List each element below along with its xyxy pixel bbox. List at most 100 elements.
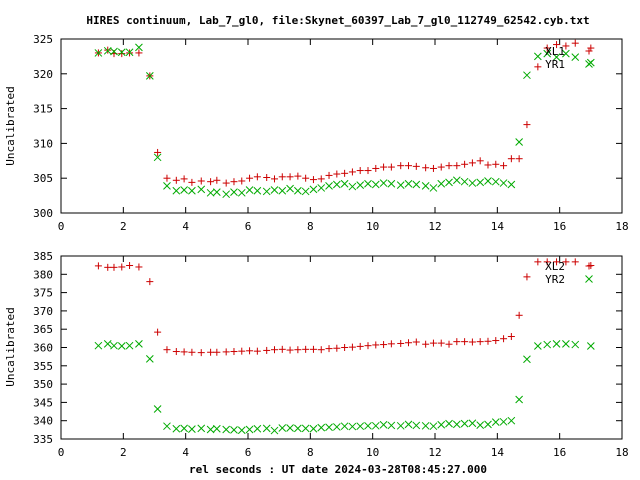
cross-point-yr2	[404, 420, 413, 429]
x-tick-label: 6	[245, 446, 252, 459]
cross-point-yr2	[348, 422, 357, 431]
plus-point-xl2	[372, 341, 380, 349]
cross-point-yr2	[460, 419, 469, 428]
y-tick-label: 310	[33, 137, 53, 150]
legend-label-yr1: YR1	[545, 58, 565, 71]
y-tick-label: 360	[33, 342, 53, 355]
cross-point-yr2	[507, 416, 516, 425]
x-tick-label: 0	[58, 220, 65, 233]
plus-point-xl2	[230, 348, 238, 356]
cross-point-yr1	[460, 177, 469, 186]
plus-point-xl2	[317, 346, 325, 354]
cross-point-yr1	[153, 153, 162, 162]
top-y-axis-label: Uncalibrated	[4, 86, 17, 165]
plus-point-xl1	[587, 44, 595, 52]
plus-point-xl1	[230, 178, 238, 186]
x-tick-label: 2	[120, 220, 127, 233]
plus-point-xl1	[492, 160, 500, 168]
cross-point-yr2	[245, 425, 254, 434]
bottom-y-axis: 335 340 345 350 355 360 365 370 375 380 385	[33, 250, 622, 446]
cross-point-yr1	[499, 179, 508, 187]
plus-point-xl1	[500, 162, 508, 170]
plus-point-xl2	[294, 346, 302, 354]
x-tick-label: 16	[553, 220, 566, 233]
plus-point-xl2	[562, 258, 570, 266]
legend-label-xl2: XL2	[545, 260, 565, 273]
cross-point-yr2	[270, 426, 279, 435]
cross-point-yr2	[364, 421, 372, 430]
plus-point-xl1	[437, 163, 445, 171]
cross-point-yr2	[262, 424, 271, 433]
cross-point-yr1	[364, 179, 372, 188]
plus-point-xl2	[348, 343, 356, 351]
cross-point-yr2	[222, 425, 231, 434]
top-data-marks	[94, 39, 595, 199]
plus-point-xl2	[523, 273, 531, 281]
x-tick-label: 14	[491, 220, 505, 233]
plus-point-xl2	[163, 346, 171, 354]
legend-label-xl1: XL1	[545, 45, 565, 58]
cross-point-yr1	[571, 53, 580, 61]
y-tick-label: 335	[33, 433, 53, 446]
plus-point-xl2	[197, 349, 205, 357]
plus-point-xl2	[246, 347, 254, 355]
bottom-data-marks	[94, 258, 595, 435]
plus-point-xl2	[461, 338, 469, 346]
cross-point-yr2	[212, 424, 221, 433]
x-axis-label: rel seconds : UT date 2024-03-28T08:45:2…	[189, 463, 487, 476]
plus-point-xl1	[405, 162, 413, 170]
plus-point-xl1	[118, 50, 126, 58]
plus-point-xl1	[515, 155, 523, 163]
plus-point-xl2	[278, 345, 286, 353]
cross-point-yr2	[278, 424, 287, 432]
plus-point-xl1	[356, 167, 364, 175]
cross-point-yr2	[103, 339, 112, 348]
cross-point-yr1	[94, 49, 103, 57]
cross-point-yr1	[212, 188, 221, 196]
cross-point-yr1	[507, 180, 516, 189]
cross-point-yr2	[253, 424, 262, 433]
cross-point-yr1	[421, 182, 430, 190]
x-tick-label: 18	[615, 220, 628, 233]
cross-point-yr1	[237, 188, 246, 197]
cross-point-yr1	[309, 185, 318, 194]
plus-point-xl1	[188, 178, 196, 186]
cross-point-yr2	[172, 424, 181, 433]
plus-point-xl2	[263, 346, 271, 354]
cross-point-yr1	[301, 187, 310, 196]
cross-point-yr1	[245, 186, 254, 194]
plus-point-xl1	[453, 162, 461, 170]
plus-point-xl2	[429, 339, 437, 347]
cross-point-yr1	[515, 138, 524, 146]
cross-point-yr2	[452, 420, 461, 429]
plus-point-xl1	[562, 42, 570, 50]
cross-point-yr1	[110, 47, 118, 56]
plus-point-xl2	[534, 258, 542, 266]
cross-point-yr1	[103, 46, 112, 55]
cross-point-yr1	[562, 49, 570, 58]
cross-point-yr2	[371, 421, 380, 430]
plus-point-xl1	[412, 162, 420, 170]
cross-point-yr1	[262, 187, 271, 196]
top-x-axis: 0 2 4 6 8 10 12 14 16 18	[58, 39, 629, 233]
x-tick-label: 8	[307, 220, 314, 233]
x-tick-label: 12	[428, 446, 441, 459]
cross-point-yr2	[586, 342, 595, 350]
plus-point-xl2	[172, 348, 180, 356]
cross-point-yr1	[348, 182, 357, 191]
cross-point-yr1	[163, 182, 171, 190]
cross-point-yr2	[197, 424, 206, 433]
plus-point-xl2	[286, 346, 294, 354]
plus-point-xl1	[253, 173, 261, 181]
chart-title: HIRES continuum, Lab_7_gl0, file:Skynet_…	[86, 14, 589, 27]
plus-point-xl2	[484, 337, 492, 345]
plus-point-xl2	[126, 262, 134, 270]
plus-point-xl1	[325, 171, 333, 179]
plus-point-xl1	[348, 168, 356, 176]
cross-point-yr1	[206, 188, 215, 197]
cross-point-yr1	[371, 180, 380, 189]
cross-point-yr2	[387, 421, 396, 430]
cross-point-yr2	[94, 341, 103, 350]
